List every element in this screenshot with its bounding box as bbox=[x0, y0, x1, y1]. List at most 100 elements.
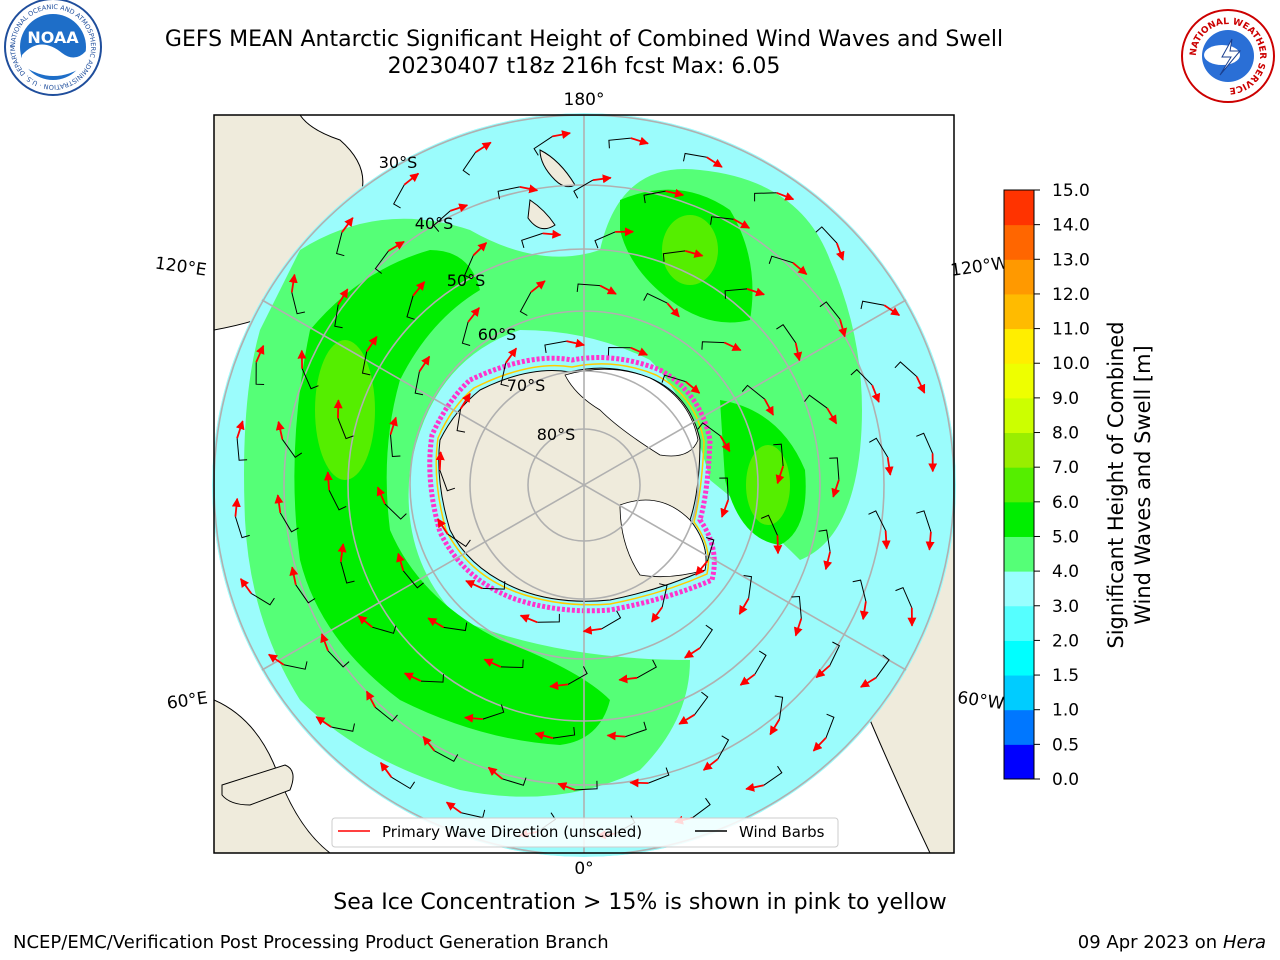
wave-direction-arrow bbox=[871, 384, 881, 403]
wave-direction-arrow bbox=[629, 778, 649, 788]
wind-barb bbox=[384, 503, 407, 520]
sea-ice-edge bbox=[427, 355, 717, 614]
colorbar-tick-label: 12.0 bbox=[1052, 285, 1090, 305]
wind-barb bbox=[852, 579, 867, 602]
wind-barb bbox=[875, 654, 890, 678]
wave-direction-arrow bbox=[763, 398, 774, 416]
colorbar-tick-label: 4.0 bbox=[1052, 562, 1079, 582]
wave-direction-arrow bbox=[684, 647, 701, 659]
wave-direction-arrow bbox=[925, 531, 935, 551]
colorbar-bin bbox=[1004, 605, 1034, 641]
colorbar-bin bbox=[1004, 224, 1034, 260]
wave-direction-arrow bbox=[835, 242, 845, 261]
credit-text: NCEP/EMC/Verification Post Processing Pr… bbox=[13, 932, 609, 953]
wave-direction-arrow bbox=[274, 494, 284, 514]
legend-wave-direction: Primary Wave Direction (unscaled) bbox=[382, 823, 642, 841]
colorbar-tick-label: 13.0 bbox=[1052, 250, 1090, 270]
wave-direction-arrow bbox=[320, 633, 329, 652]
wave-direction-arrow bbox=[341, 217, 354, 233]
wave-direction-arrow bbox=[323, 471, 333, 491]
wind-barb bbox=[372, 625, 397, 634]
colorbar-bin bbox=[1004, 328, 1034, 364]
wave-direction-arrow bbox=[239, 578, 252, 594]
wind-barb bbox=[594, 231, 616, 249]
wind-barb bbox=[519, 291, 532, 316]
wind-barb bbox=[774, 695, 784, 720]
wave-direction-arrow bbox=[427, 617, 445, 629]
colorbar-tick-label: 14.0 bbox=[1052, 216, 1090, 236]
wind-barb bbox=[327, 650, 350, 668]
lon-label-60w: 60°W bbox=[956, 688, 1005, 714]
wave-direction-arrow bbox=[337, 288, 349, 305]
wind-barb bbox=[699, 624, 713, 649]
wave-direction-arrow bbox=[388, 240, 405, 252]
wave-direction-arrow bbox=[534, 731, 554, 740]
colorbar-bin bbox=[1004, 744, 1034, 780]
wind-barb bbox=[643, 190, 666, 204]
wave-direction-arrow bbox=[773, 535, 783, 555]
wave-direction-arrow bbox=[860, 676, 877, 688]
wind-barb bbox=[825, 713, 835, 738]
wave-direction-arrow bbox=[582, 625, 602, 635]
wave-direction-arrow bbox=[445, 801, 462, 814]
wave-direction-arrow bbox=[389, 416, 398, 435]
wave-direction-arrow bbox=[464, 713, 483, 723]
wave-direction-arrow bbox=[695, 560, 709, 576]
colorbar-label-line1: Significant Height of Combined bbox=[1104, 321, 1128, 648]
wind-barb bbox=[567, 666, 588, 685]
wave-direction-arrow bbox=[519, 614, 538, 624]
wave-direction-arrow bbox=[685, 380, 701, 394]
colorbar-tick-label: 1.5 bbox=[1052, 666, 1079, 686]
colorbar-bin bbox=[1004, 536, 1034, 572]
wave-direction-arrow bbox=[275, 420, 285, 440]
wave-direction-arrow bbox=[268, 653, 285, 666]
wind-barb bbox=[829, 457, 840, 480]
colorbar-bin bbox=[1004, 675, 1034, 711]
wave-direction-arrow bbox=[881, 530, 891, 550]
legend-wind-barbs: Wind Barbs bbox=[739, 823, 825, 841]
wave-direction-arrow bbox=[859, 601, 869, 621]
wave-direction-arrow bbox=[706, 156, 723, 168]
wave-direction-arrow bbox=[650, 606, 663, 623]
colorbar-tick-label: 8.0 bbox=[1052, 424, 1079, 444]
wind-barb bbox=[724, 288, 748, 299]
lat-label-30s: 30°S bbox=[379, 153, 418, 172]
ross-ice-shelf bbox=[564, 368, 699, 457]
wave-direction-arrow bbox=[288, 273, 298, 293]
wind-barb bbox=[439, 469, 456, 492]
wind-barb bbox=[537, 613, 560, 623]
wind-barb bbox=[662, 250, 686, 262]
colorbar-bin bbox=[1004, 259, 1034, 295]
wave-direction-arrow bbox=[467, 307, 480, 323]
wind-barb bbox=[895, 586, 913, 608]
wave-direction-arrow bbox=[838, 318, 847, 338]
wind-barb bbox=[402, 570, 424, 589]
wind-barb bbox=[575, 780, 598, 791]
colorbar-bin bbox=[1004, 501, 1034, 537]
colorbar-tick-label: 7.0 bbox=[1052, 458, 1079, 478]
wave-peak-indian bbox=[315, 340, 375, 480]
lat-label-70s: 70°S bbox=[507, 376, 546, 395]
wind-barb bbox=[754, 192, 777, 202]
wave-direction-arrow bbox=[403, 172, 420, 186]
wave-direction-arrow bbox=[599, 284, 617, 295]
wind-barb bbox=[829, 641, 841, 666]
wave-direction-arrow bbox=[505, 347, 518, 364]
wave-direction-arrow bbox=[542, 229, 562, 239]
wind-barb bbox=[361, 351, 371, 376]
wind-barb bbox=[659, 583, 668, 608]
lat-label-60s: 60°S bbox=[478, 325, 517, 344]
wind-barb bbox=[661, 374, 686, 383]
colorbar-bin bbox=[1004, 432, 1034, 468]
wind-barb bbox=[694, 691, 709, 715]
wave-direction-arrow bbox=[618, 674, 638, 684]
wave-direction-arrow bbox=[606, 731, 626, 741]
wind-barb bbox=[776, 324, 797, 344]
wave-peak-east bbox=[746, 445, 790, 525]
wave-direction-arrow bbox=[823, 551, 833, 571]
wave-direction-arrow bbox=[666, 302, 680, 318]
wind-barb bbox=[804, 394, 828, 409]
wave-direction-arrow bbox=[815, 664, 831, 679]
date-text: 09 Apr 2023 on bbox=[1077, 932, 1218, 953]
